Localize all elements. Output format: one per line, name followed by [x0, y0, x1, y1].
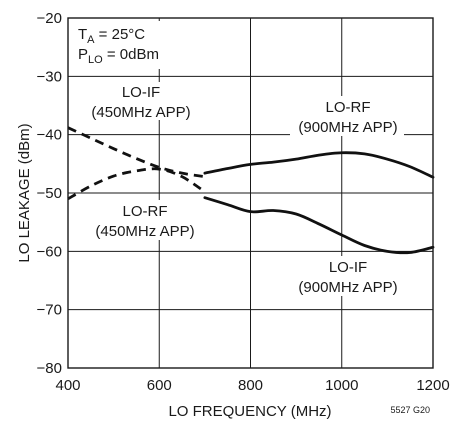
series-line-lo-rf-900mhz-app — [203, 151, 435, 179]
condition-plo: PLO = 0dBm — [78, 46, 159, 66]
x-tick-label-1000: 1000 — [325, 377, 358, 394]
y-tick-label-80: −80 — [37, 360, 62, 377]
y-tick-label-30: −30 — [37, 68, 62, 85]
y-axis-title: LO LEAKAGE (dBm) — [16, 123, 33, 262]
label-lo-rf-450: LO-RF (450MHz APP) — [88, 200, 200, 240]
label-lo-if-450-line2: (450MHz APP) — [91, 104, 190, 121]
series-line-lo-if-450mhz-app — [67, 126, 206, 179]
y-tick-label-20: −20 — [37, 10, 62, 27]
series-line-lo-if-900mhz-app — [203, 196, 435, 255]
tick-labels: 400 600 800 1000 1200 −20 −30 −40 −50 −60 −70 −80 — [37, 10, 450, 394]
grid — [68, 18, 433, 368]
label-lo-rf-900-line1: LO-RF — [326, 99, 371, 116]
series-line-lo-rf-450mhz-app — [67, 167, 206, 201]
plot-frame — [67, 17, 434, 369]
x-tick-label-600: 600 — [147, 377, 172, 394]
y-tick-label-60: −60 — [37, 243, 62, 260]
curves — [67, 126, 435, 255]
label-lo-rf-900: LO-RF (900MHz APP) — [290, 96, 404, 136]
y-tick-label-70: −70 — [37, 302, 62, 319]
figure-id: 5527 G20 — [390, 405, 430, 415]
x-tick-label-1200: 1200 — [416, 377, 449, 394]
test-conditions: TA = 25°C PLO = 0dBm — [71, 21, 183, 69]
label-lo-if-450: LO-IF (450MHz APP) — [88, 82, 200, 121]
label-lo-if-450-line1: LO-IF — [122, 84, 160, 101]
label-lo-if-900: LO-IF (900MHz APP) — [290, 256, 404, 296]
condition-ta: TA = 25°C — [78, 26, 145, 46]
x-tick-label-800: 800 — [238, 377, 263, 394]
x-axis-title: LO FREQUENCY (MHz) — [168, 403, 331, 420]
label-lo-rf-900-line2: (900MHz APP) — [298, 119, 397, 136]
label-lo-rf-450-line2: (450MHz APP) — [95, 223, 194, 240]
x-tick-label-400: 400 — [55, 377, 80, 394]
label-lo-rf-450-line1: LO-RF — [123, 203, 168, 220]
y-tick-label-40: −40 — [37, 127, 62, 144]
label-lo-if-900-line2: (900MHz APP) — [298, 279, 397, 296]
label-lo-if-900-line1: LO-IF — [329, 259, 367, 276]
y-tick-label-50: −50 — [37, 185, 62, 202]
